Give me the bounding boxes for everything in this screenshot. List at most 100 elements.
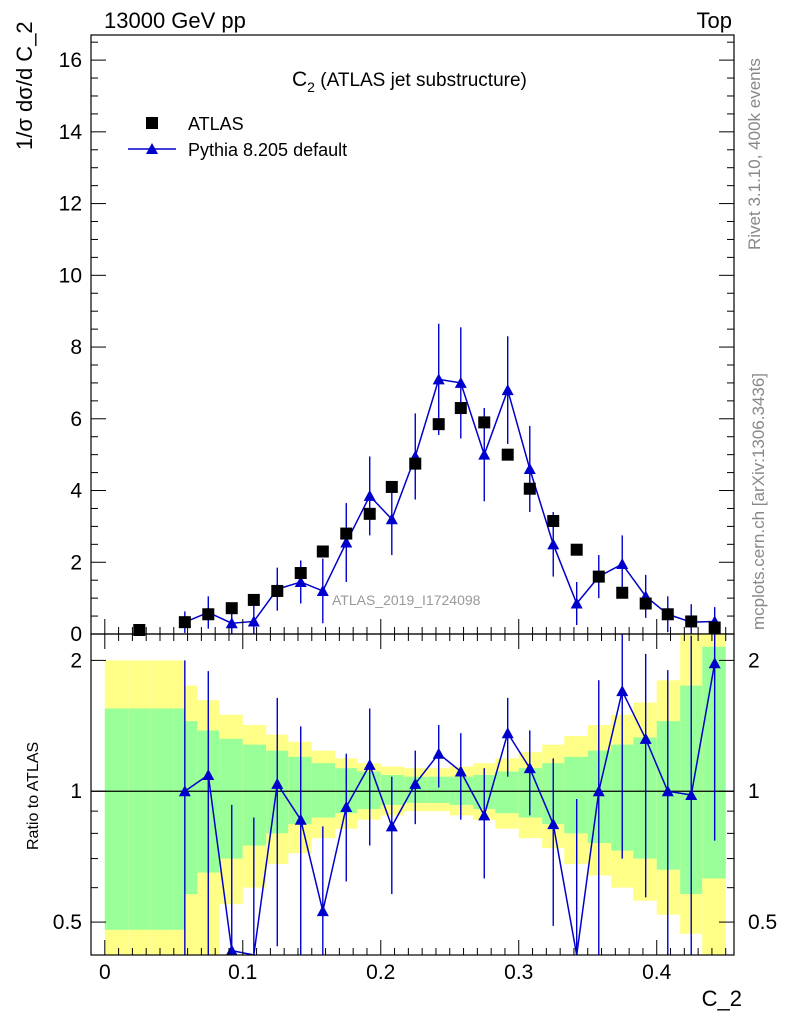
pythia-point	[247, 615, 260, 627]
ratio-pythia-point	[316, 905, 329, 917]
mcplots-source-label: mcplots.cern.ch [arXiv:1306.3436]	[749, 373, 768, 630]
band-inner-segment	[219, 738, 243, 859]
pythia-line	[184, 378, 715, 625]
ratio-pythia-point	[385, 820, 398, 832]
ratio-pythia-line	[184, 663, 716, 956]
atlas-data-point	[178, 616, 191, 629]
atlas-data-point	[547, 515, 560, 528]
pythia-point	[523, 463, 536, 475]
band-inner-segment	[128, 708, 151, 930]
atlas-data-point	[661, 608, 674, 621]
pythia-point	[294, 575, 307, 587]
pythia-point	[570, 597, 583, 609]
ratio-pythia-point	[454, 765, 467, 777]
ratio-pythia-point	[547, 818, 560, 830]
ratio-y-axis-title: Ratio to ATLAS	[25, 742, 42, 850]
atlas-data-point	[432, 418, 445, 431]
x-tick-label: 0.1	[228, 961, 257, 984]
main-y-axis: 0 2 4 6 8 10 12 14 16	[59, 41, 734, 646]
legend-pythia-label: Pythia 8.205 default	[188, 140, 347, 160]
band-inner-segment	[311, 763, 336, 818]
main-y-tick-label: 4	[70, 480, 82, 503]
ratio-y-tick-label-right: 1	[748, 780, 760, 803]
atlas-data-point	[501, 448, 514, 461]
chart-title-main: C	[292, 68, 307, 91]
atlas-data-point	[639, 597, 652, 610]
ratio-plot-frame	[90, 633, 735, 956]
band-inner-segment	[184, 721, 198, 895]
atlas-data-point	[478, 416, 491, 429]
band-inner-segment	[104, 708, 129, 930]
ratio-pythia-point	[478, 809, 491, 821]
chart-title-rest: (ATLAS jet substructure)	[315, 70, 527, 91]
pythia-point	[547, 538, 560, 550]
header-left-label: 13000 GeV pp	[104, 8, 246, 33]
ratio-pythia-point	[340, 800, 353, 812]
ratio-y-axis: 0.5 0.5 1 1 2 2	[53, 649, 777, 934]
pythia-point	[432, 373, 445, 385]
atlas-data-point	[340, 527, 353, 540]
main-y-tick-label: 10	[59, 264, 82, 287]
x-axis-title: C_2	[702, 986, 742, 1011]
band-inner-segment	[173, 708, 185, 930]
main-y-tick-label: 0	[70, 623, 82, 646]
main-y-tick-label: 14	[59, 121, 83, 144]
main-y-axis-title: 1/σ dσ/d C_2	[12, 21, 37, 150]
ratio-pythia-point	[708, 657, 721, 669]
atlas-data-point	[570, 543, 583, 556]
ratio-pythia-point	[271, 777, 284, 789]
main-y-axis-title-text: 1/σ dσ/d C_2	[12, 21, 37, 150]
main-y-tick-label: 12	[59, 193, 82, 216]
pythia-point	[385, 513, 398, 525]
x-tick-label: 0.3	[504, 961, 533, 984]
atlas-data-point	[247, 593, 260, 606]
ratio-y-tick-label-right: 0.5	[748, 911, 777, 934]
atlas-data-point	[294, 567, 307, 580]
main-plot-marks	[133, 323, 721, 636]
ratio-pythia-point	[225, 944, 238, 956]
band-inner-segment	[426, 776, 450, 803]
ratio-pythia-point	[592, 785, 605, 797]
pythia-point	[616, 558, 629, 570]
ratio-y-tick-label-right: 2	[748, 649, 760, 672]
main-y-tick-label: 6	[70, 408, 82, 431]
atlas-data-point	[409, 457, 422, 470]
atlas-data-point	[271, 584, 284, 597]
ratio-pythia-point	[501, 727, 514, 739]
header-right-label: Top	[697, 8, 732, 33]
ratio-pythia-point	[294, 813, 307, 825]
ratio-y-tick-label-left: 2	[70, 649, 82, 672]
chart-title-subscript: 2	[307, 79, 315, 95]
main-y-tick-label: 2	[70, 551, 82, 574]
ratio-pythia-point	[639, 732, 652, 744]
atlas-data-point	[225, 602, 238, 615]
legend-pythia-marker	[146, 143, 158, 154]
atlas-data-point	[685, 615, 698, 628]
pythia-point	[454, 376, 467, 388]
atlas-data-point	[454, 402, 467, 415]
x-tick-label: 0.2	[366, 961, 395, 984]
pythia-point	[316, 584, 329, 596]
ratio-pythia-point	[363, 758, 376, 770]
chart-title: C2 (ATLAS jet substructure)	[292, 68, 527, 95]
analysis-id-label: ATLAS_2019_I1724098	[332, 592, 481, 608]
atlas-data-point	[133, 624, 146, 636]
atlas-data-point	[316, 545, 329, 558]
legend-atlas-label: ATLAS	[188, 114, 244, 134]
atlas-data-point	[523, 482, 536, 495]
band-inner-segment	[495, 771, 519, 814]
main-y-tick-label: 8	[70, 336, 82, 359]
ratio-pythia-point	[202, 768, 215, 780]
ratio-pythia-point	[409, 777, 422, 789]
atlas-data-point	[708, 621, 721, 634]
x-tick-label: 0.4	[642, 961, 672, 984]
pythia-point	[478, 448, 491, 460]
ratio-pythia-point	[685, 789, 698, 801]
ratio-y-tick-label-left: 1	[70, 780, 82, 803]
x-tick-label: 0	[99, 961, 111, 984]
rivet-version-label: Rivet 3.1.10, 400k events	[745, 58, 764, 250]
legend-atlas-marker	[146, 117, 158, 129]
ratio-plot-marks	[91, 634, 734, 956]
